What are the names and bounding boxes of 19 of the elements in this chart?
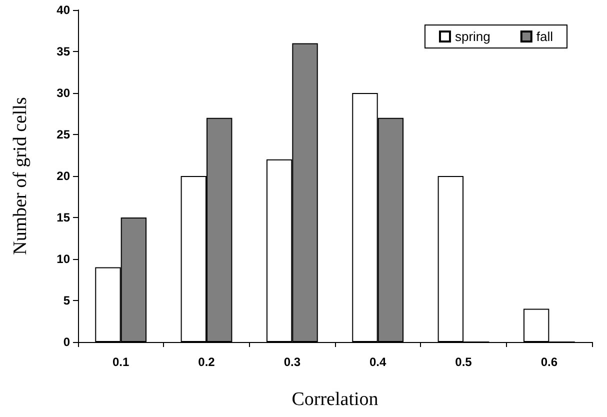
y-tick-label: 10 <box>56 252 70 266</box>
x-tick-label: 0.6 <box>540 355 558 369</box>
x-tick-label: 0.3 <box>284 355 301 369</box>
y-tick-label: 5 <box>63 294 70 308</box>
y-tick-label: 35 <box>56 44 70 58</box>
x-axis-title: Correlation <box>292 389 379 410</box>
x-tick-label: 0.4 <box>369 355 386 369</box>
y-tick-label: 20 <box>56 169 70 183</box>
x-tick-label: 0.2 <box>198 355 216 369</box>
y-tick-label: 25 <box>56 128 70 142</box>
legend-label: spring <box>454 29 490 44</box>
legend-label: fall <box>536 29 554 44</box>
y-tick-label: 40 <box>56 3 70 17</box>
y-axis-title: Number of grid cells <box>10 97 31 255</box>
y-tick-label: 30 <box>56 86 70 100</box>
x-tick-label: 0.1 <box>112 355 130 369</box>
x-tick-label: 0.5 <box>455 355 472 369</box>
y-tick-label: 15 <box>56 210 70 224</box>
y-tick-label: 0 <box>63 335 70 349</box>
